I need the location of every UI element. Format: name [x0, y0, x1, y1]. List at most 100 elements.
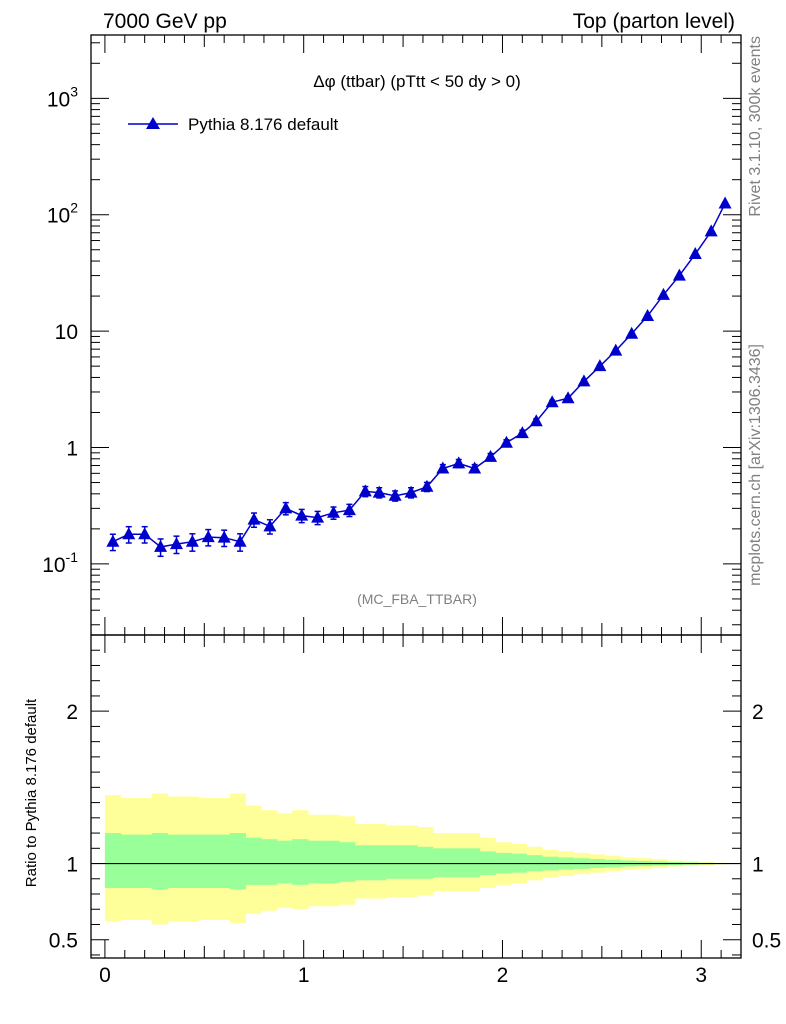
- series-line: [112, 203, 726, 548]
- band-inner-bin: [167, 834, 184, 888]
- y-tick-label-base: 10: [42, 554, 65, 577]
- data-point: [404, 485, 418, 498]
- data-point: [529, 414, 543, 427]
- band-inner-bin: [385, 845, 403, 879]
- band-inner-bin: [432, 848, 450, 878]
- legend: Pythia 8.176 default: [128, 115, 339, 134]
- y-tick-label: 102: [47, 200, 78, 228]
- analysis-tag: (MC_FBA_TTBAR): [357, 591, 477, 607]
- band-inner-bin: [198, 834, 215, 888]
- ratio-axis-ticks: [91, 635, 741, 958]
- band-inner-bin: [229, 833, 247, 890]
- y-tick-label-exp: 2: [70, 200, 78, 216]
- x-tick-label: 1: [298, 964, 310, 987]
- data-point: [561, 391, 575, 404]
- data-point: [545, 395, 559, 408]
- data-point: [201, 530, 215, 543]
- uncertainty-band-outer: [104, 793, 731, 925]
- ratio-y-tick-label-right: 0.5: [752, 930, 781, 953]
- ratio-y-tick-label-right: 2: [752, 701, 764, 724]
- data-point: [609, 343, 623, 356]
- data-point: [342, 503, 356, 516]
- data-point: [185, 534, 199, 547]
- x-tick-label: 3: [695, 964, 707, 987]
- x-tick-labels: 0 1 2 3: [99, 964, 707, 987]
- data-point: [154, 539, 168, 552]
- data-point: [295, 508, 309, 521]
- x-tick-label: 0: [99, 964, 111, 987]
- band-inner-bin: [307, 840, 325, 884]
- band-inner-bin: [104, 833, 122, 888]
- main-axis-ticks: [91, 35, 741, 635]
- data-point: [122, 527, 136, 540]
- ratio-frame: [90, 634, 742, 959]
- data-point: [263, 519, 277, 532]
- data-point: [704, 224, 718, 237]
- data-points: [106, 196, 732, 552]
- error-bars: [109, 202, 729, 558]
- data-point: [468, 461, 482, 474]
- data-point: [515, 426, 529, 439]
- data-point: [672, 268, 686, 281]
- rivet-label: Rivet 3.1.10, 300k events: [747, 36, 764, 217]
- data-point: [388, 488, 402, 501]
- data-point: [358, 484, 372, 497]
- legend-marker: [146, 117, 160, 129]
- header-right: Top (parton level): [573, 10, 735, 33]
- band-inner-bin: [292, 839, 309, 885]
- data-point: [656, 287, 670, 300]
- data-point: [625, 326, 639, 339]
- y-tick-label-base: 10: [47, 205, 70, 228]
- ratio-tick-labels: 0.5 0.5 1 1 2 2: [49, 701, 781, 953]
- series-pythia: [106, 196, 732, 558]
- data-point: [593, 359, 607, 372]
- data-point: [138, 527, 152, 540]
- band-inner-bin: [463, 848, 481, 878]
- band-inner-bin: [370, 845, 387, 881]
- data-point: [311, 510, 325, 523]
- legend-label: Pythia 8.176 default: [188, 115, 339, 134]
- y-tick-label: 10: [55, 321, 78, 344]
- band-inner-bin: [245, 837, 262, 885]
- data-point: [169, 537, 183, 550]
- band-inner-bin: [260, 839, 278, 885]
- y-tick-label-exp: -1: [66, 549, 79, 565]
- band-inner-bin: [214, 834, 231, 888]
- header-left: 7000 GeV pp: [103, 10, 227, 33]
- y-tick-label-base: 10: [47, 88, 70, 111]
- ratio-y-tick-label-right: 1: [752, 854, 764, 877]
- data-point: [327, 505, 341, 518]
- data-point: [372, 485, 386, 498]
- data-point: [499, 435, 513, 448]
- data-point: [420, 479, 434, 492]
- band-inner-bin: [276, 840, 293, 884]
- ratio-ylabel: Ratio to Pythia 8.176 default: [23, 698, 40, 887]
- band-inner-bin: [183, 834, 200, 888]
- data-point: [279, 501, 293, 514]
- ratio-y-tick-label-left: 2: [66, 701, 78, 724]
- mcplots-label: mcplots.cern.ch [arXiv:1306.3436]: [747, 344, 764, 586]
- ratio-y-tick-label-left: 0.5: [49, 930, 78, 953]
- band-inner-bin: [354, 845, 371, 881]
- band-inner-bin: [339, 842, 356, 882]
- x-tick-label: 2: [497, 964, 509, 987]
- y-tick-label: 103: [47, 83, 78, 111]
- data-point: [233, 534, 247, 547]
- y-tick-label: 10-1: [42, 549, 78, 577]
- band-inner-bin: [120, 834, 137, 888]
- data-point: [577, 374, 591, 387]
- y-tick-label-exp: 3: [70, 83, 78, 99]
- ratio-y-tick-label-left: 1: [66, 854, 78, 877]
- band-inner-bin: [151, 833, 168, 890]
- ratio-plot-panel: 0.5 0.5 1 1 2 2 0 1 2 3 Ratio to Pythia 8.176 de…: [23, 634, 781, 987]
- data-point: [436, 461, 450, 474]
- data-point: [484, 449, 498, 462]
- band-inner-bin: [417, 846, 434, 879]
- data-point: [106, 534, 120, 547]
- band-inner-bin: [136, 834, 153, 888]
- data-point: [688, 246, 702, 259]
- band-inner-bin: [401, 845, 418, 879]
